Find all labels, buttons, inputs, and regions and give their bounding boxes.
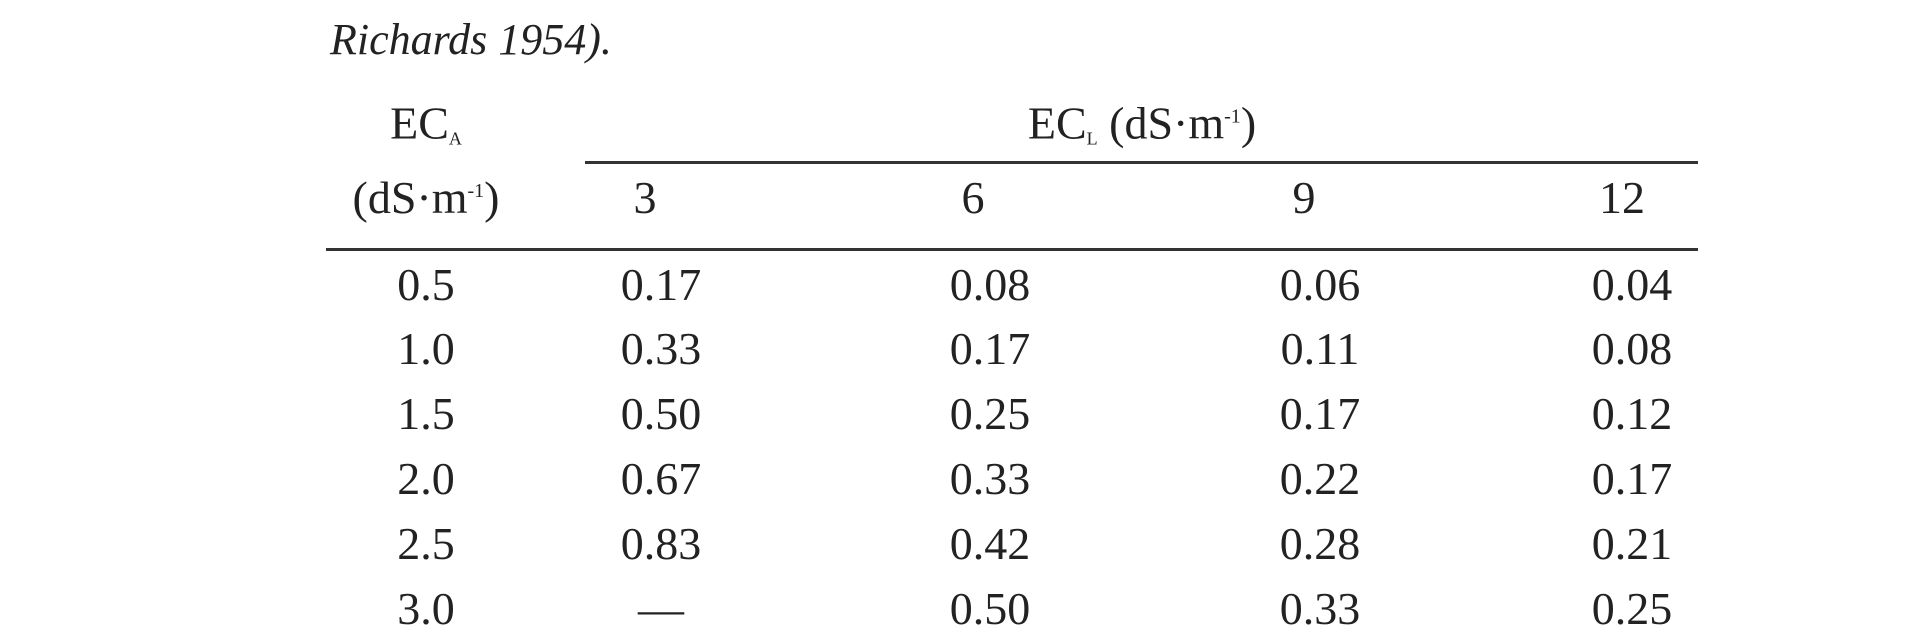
table-cell: 0.50 bbox=[620, 388, 702, 439]
row-label: 1.0 bbox=[397, 323, 455, 374]
table-cell: 0.33 bbox=[620, 323, 702, 374]
table-cell: 0.12 bbox=[1591, 388, 1673, 439]
group-header-rule bbox=[585, 161, 1698, 164]
column-header: 3 bbox=[633, 172, 657, 223]
table-cell: 0.22 bbox=[1279, 453, 1361, 504]
table-cell: 0.42 bbox=[949, 518, 1031, 569]
row-header-unit: (dS·m-1) bbox=[352, 172, 500, 223]
table-cell: 0.17 bbox=[620, 259, 702, 310]
table-cell: 0.17 bbox=[949, 323, 1031, 374]
column-header: 9 bbox=[1292, 172, 1316, 223]
table-cell: 0.25 bbox=[949, 388, 1031, 439]
column-header: 6 bbox=[961, 172, 985, 223]
table-cell: 0.08 bbox=[949, 259, 1031, 310]
table-cell: 0.25 bbox=[1591, 583, 1673, 634]
row-label: 2.0 bbox=[397, 453, 455, 504]
table-cell: 0.17 bbox=[1279, 388, 1361, 439]
table-cell: 0.11 bbox=[1280, 323, 1360, 374]
row-label: 3.0 bbox=[397, 583, 455, 634]
table-cell: 0.06 bbox=[1279, 259, 1361, 310]
column-header: 12 bbox=[1599, 172, 1645, 223]
row-label: 0.5 bbox=[397, 259, 455, 310]
table-cell: 0.50 bbox=[949, 583, 1031, 634]
table-cell: 0.17 bbox=[1591, 453, 1673, 504]
row-label: 1.5 bbox=[397, 388, 455, 439]
table-caption: Richards 1954). bbox=[330, 15, 612, 64]
column-group-header: ECL (dS·m-1) bbox=[1027, 97, 1257, 149]
table-cell: — bbox=[638, 583, 684, 634]
table-cell: 0.83 bbox=[620, 518, 702, 569]
table-cell: 0.04 bbox=[1591, 259, 1673, 310]
row-label: 2.5 bbox=[397, 518, 455, 569]
table-cell: 0.33 bbox=[1279, 583, 1361, 634]
header-rule bbox=[326, 248, 1698, 251]
table-cell: 0.28 bbox=[1279, 518, 1361, 569]
table-cell: 0.08 bbox=[1591, 323, 1673, 374]
table-cell: 0.67 bbox=[620, 453, 702, 504]
row-header-symbol: ECA bbox=[390, 97, 462, 149]
table-cell: 0.33 bbox=[949, 453, 1031, 504]
table-cell: 0.21 bbox=[1591, 518, 1673, 569]
